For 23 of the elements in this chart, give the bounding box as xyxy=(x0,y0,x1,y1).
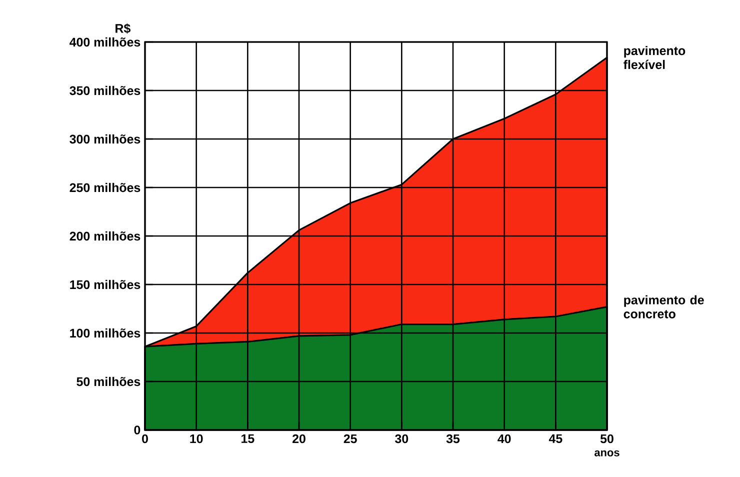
y-tick-label: 400 milhões xyxy=(70,37,140,47)
y-tick-label: 150 milhões xyxy=(70,280,140,290)
x-tick-label: 25 xyxy=(344,434,357,444)
series-label: pavimento de concreto xyxy=(624,295,704,318)
x-tick-label: 0 xyxy=(142,434,148,444)
y-tick-label: 300 milhões xyxy=(70,134,140,144)
x-tick-label: 10 xyxy=(190,434,203,444)
series-label: pavimento flexível xyxy=(624,46,686,70)
x-tick-label: 15 xyxy=(242,434,254,444)
y-tick-label: 50 milhões xyxy=(76,376,140,386)
y-tick-label: 100 milhões xyxy=(70,328,140,338)
y-tick-label: 250 milhões xyxy=(70,182,140,192)
x-tick-label: 50 xyxy=(600,434,614,444)
x-tick-label: 30 xyxy=(395,434,408,444)
x-axis-title: anos xyxy=(594,450,620,456)
y-tick-label: 200 milhões xyxy=(70,231,140,241)
y-axis-title: R$ xyxy=(116,23,130,34)
y-tick-label: 0 xyxy=(134,426,140,434)
x-tick-label: 40 xyxy=(498,434,511,444)
y-tick-label: 350 milhões xyxy=(70,86,140,96)
x-tick-label: 20 xyxy=(292,434,306,444)
x-tick-label: 45 xyxy=(548,434,562,444)
x-tick-label: 35 xyxy=(446,434,460,444)
